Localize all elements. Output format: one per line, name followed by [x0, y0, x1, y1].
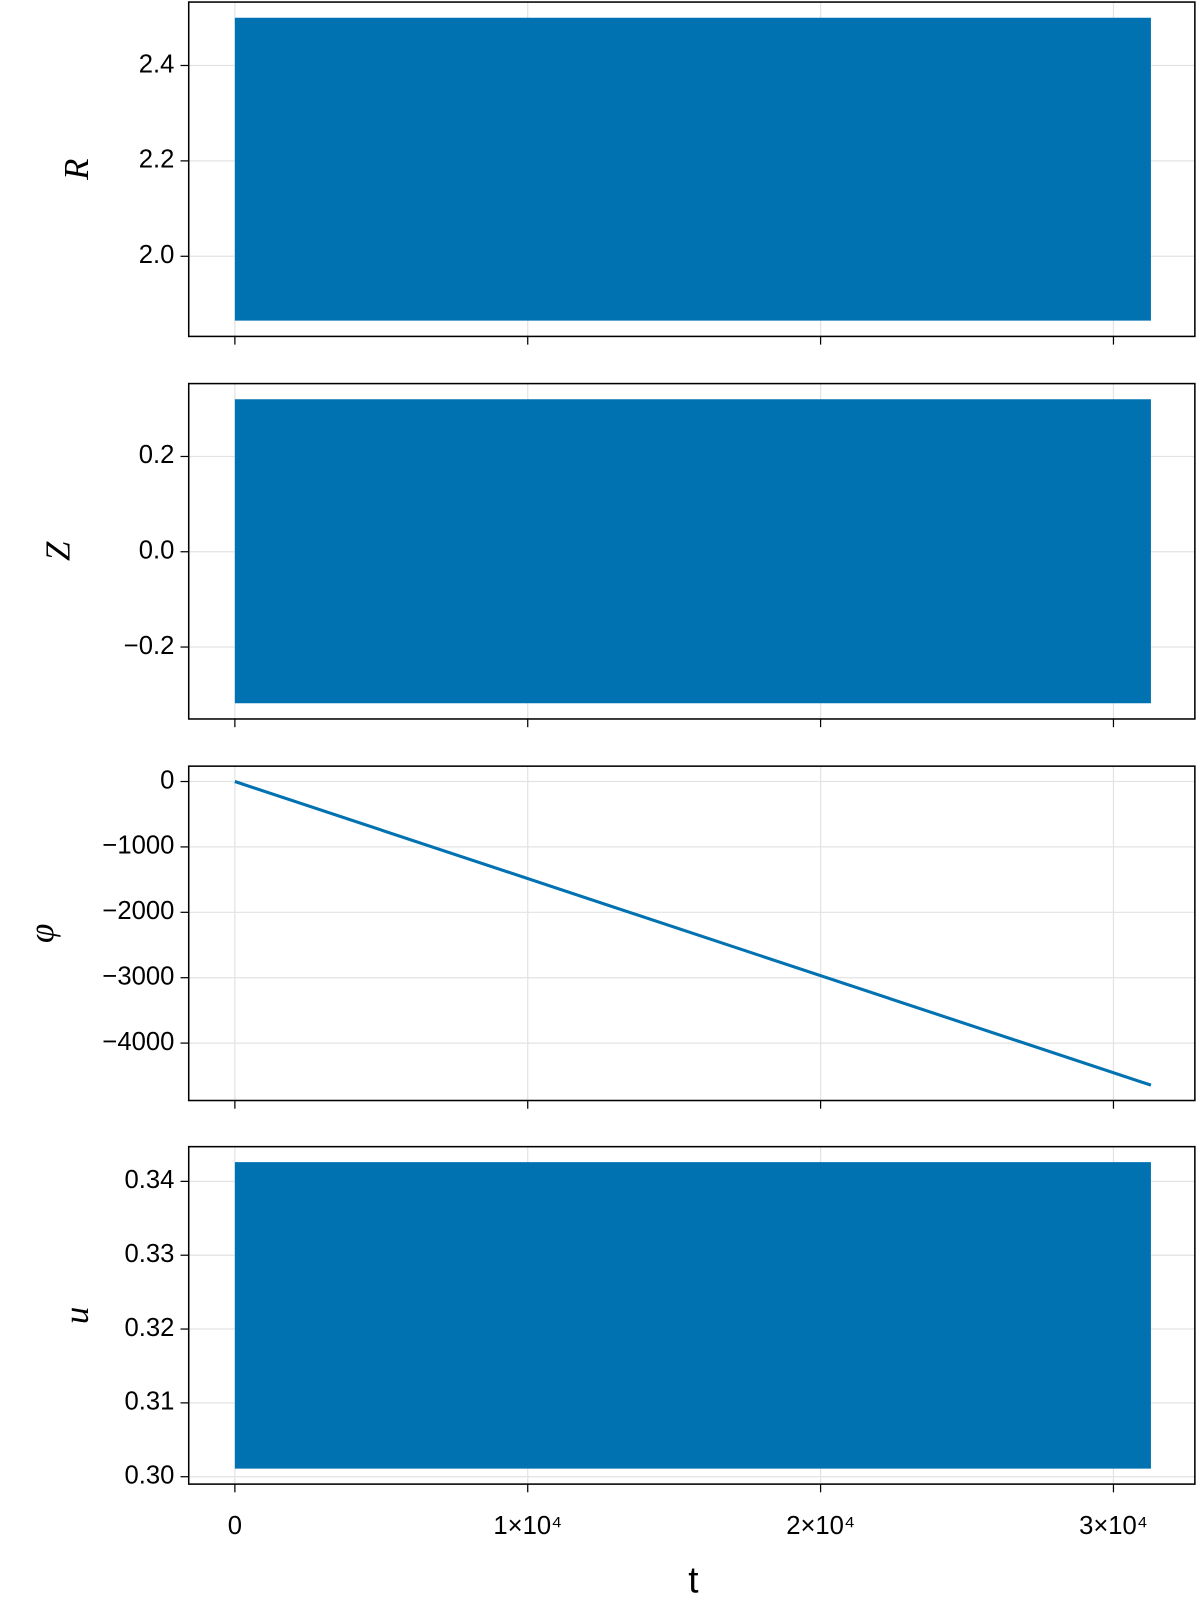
y-tick-label: 0: [160, 766, 174, 794]
x-tick-label: 3×10⁴: [1079, 1512, 1148, 1540]
y-tick-label: 2.0: [139, 241, 175, 269]
axes-frame: [187, 1145, 1196, 1485]
x-tick-label: 1×10⁴: [493, 1512, 562, 1540]
y-tick-label: 2.2: [139, 146, 175, 174]
y-axis-label: R: [57, 159, 96, 181]
x-axis-label: t: [688, 1559, 698, 1600]
y-tick-label: 0.32: [124, 1314, 174, 1342]
y-axis-label: φ: [22, 924, 61, 943]
x-tick-label: 0: [228, 1512, 242, 1540]
y-tick-label: 0.31: [124, 1388, 174, 1416]
axes-frame: [187, 1, 1196, 338]
y-tick-label: −3000: [102, 962, 174, 990]
y-tick-label: −2000: [102, 897, 174, 925]
y-tick-label: −0.2: [124, 632, 175, 660]
y-tick-label: −1000: [102, 832, 174, 860]
x-tick-label: 2×10⁴: [786, 1512, 855, 1540]
line: [234, 780, 1152, 1087]
axes-frame: [187, 765, 1196, 1102]
y-axis-label: u: [57, 1307, 96, 1324]
oscillation-band: [234, 1162, 1151, 1469]
axes-frame: [187, 382, 1196, 720]
y-tick-label: 0.34: [124, 1166, 174, 1194]
oscillation-band: [234, 399, 1151, 704]
y-tick-label: −4000: [102, 1028, 174, 1056]
y-axis-label: Z: [39, 541, 78, 561]
y-tick-label: 0.33: [124, 1240, 174, 1268]
y-tick-label: 0.30: [124, 1461, 174, 1489]
oscillation-band: [234, 17, 1151, 321]
y-tick-label: 2.4: [139, 50, 175, 78]
y-tick-label: 0.2: [139, 441, 175, 469]
y-tick-label: 0.0: [139, 537, 175, 565]
